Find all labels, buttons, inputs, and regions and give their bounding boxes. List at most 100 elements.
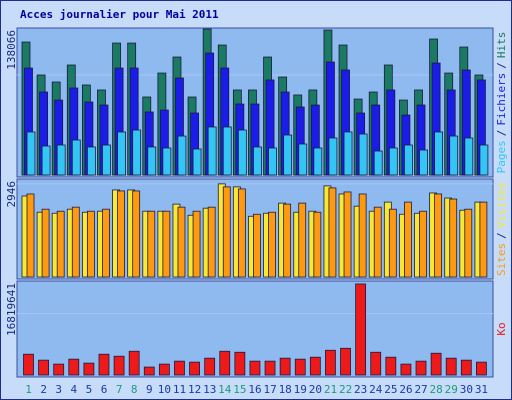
x-tick-label: 27 (414, 383, 427, 396)
x-tick-label: 15 (233, 383, 246, 396)
x-tick-label: 9 (146, 383, 153, 396)
bar (26, 193, 35, 278)
legend-entry: Hits (495, 32, 508, 59)
x-tick-label: 5 (86, 383, 93, 396)
x-tick-label: 30 (460, 383, 473, 396)
bar (237, 129, 247, 176)
bar (189, 361, 200, 376)
bar (415, 360, 427, 376)
bar (279, 357, 291, 376)
bar (464, 137, 474, 176)
legend: Ko (495, 322, 508, 335)
legend: Sites / Visites (495, 182, 508, 276)
bar (147, 146, 157, 176)
bar (419, 210, 427, 278)
bar (113, 355, 125, 376)
bar (373, 206, 382, 278)
bar (419, 149, 428, 176)
bar (143, 366, 155, 376)
x-tick-label: 23 (354, 383, 367, 396)
bar (38, 359, 49, 376)
bar (222, 186, 231, 278)
bar (41, 145, 51, 176)
bar (268, 147, 277, 176)
y-tick-label: 138066 (5, 30, 18, 70)
x-tick-label: 1 (25, 383, 32, 396)
bar (358, 133, 368, 176)
bar (434, 131, 444, 176)
bar (56, 144, 66, 176)
bar (449, 198, 458, 278)
x-tick-label: 6 (101, 383, 108, 396)
bar (177, 135, 187, 176)
legend-entry: Sites (495, 243, 508, 276)
x-tick-label: 18 (279, 383, 292, 396)
bar (162, 210, 171, 278)
bar (264, 360, 276, 376)
y-tick-label: 2946 (5, 181, 18, 208)
bar (404, 144, 413, 176)
bar (174, 360, 185, 376)
x-tick-label: 31 (475, 383, 488, 396)
bar (355, 283, 367, 376)
bar (464, 208, 473, 278)
bar (117, 190, 125, 278)
bar (404, 201, 412, 278)
x-tick-label: 10 (158, 383, 171, 396)
x-tick-label: 11 (173, 383, 186, 396)
x-tick-label: 21 (324, 383, 337, 396)
bar (222, 126, 232, 176)
bar (204, 357, 216, 376)
bar (434, 193, 443, 278)
bar (207, 126, 217, 176)
bar (343, 131, 353, 176)
x-tick-label: 2 (40, 383, 47, 396)
bar (249, 360, 261, 376)
x-tick-label: 22 (339, 383, 352, 396)
bar (237, 188, 246, 278)
x-tick-label: 12 (188, 383, 201, 396)
bar (86, 146, 96, 176)
x-tick-label: 20 (309, 383, 322, 396)
bar (298, 202, 307, 278)
legend-entry: Ko (495, 322, 508, 335)
bar (207, 206, 216, 278)
bar (158, 363, 170, 376)
legend: Pages / Fichiers / Hits (495, 32, 508, 174)
bar (388, 147, 398, 176)
bar (234, 351, 246, 376)
x-tick-label: 14 (218, 383, 232, 396)
bar (313, 211, 322, 278)
x-tick-label: 7 (116, 383, 123, 396)
bar (283, 134, 293, 176)
bar (309, 356, 321, 376)
bar (192, 148, 202, 176)
bar (283, 203, 292, 278)
bar (370, 351, 382, 376)
bar (162, 147, 172, 176)
bar (132, 129, 142, 176)
bar (328, 187, 337, 278)
x-tick-label: 28 (430, 383, 443, 396)
bar (298, 143, 308, 176)
bar (56, 210, 65, 278)
bar (476, 361, 487, 376)
bar (325, 349, 336, 376)
bar (313, 147, 323, 176)
bar (343, 191, 352, 278)
bar (430, 352, 442, 376)
x-tick-label: 26 (399, 383, 412, 396)
bar (479, 201, 488, 278)
bar (294, 358, 306, 376)
x-tick-label: 29 (445, 383, 458, 396)
x-tick-label: 4 (71, 383, 78, 396)
bar (460, 359, 472, 376)
bar (147, 210, 156, 278)
x-tick-label: 3 (55, 383, 62, 396)
bar (358, 193, 367, 278)
x-tick-label: 16 (248, 383, 261, 396)
legend-separator: / (495, 62, 508, 69)
bar (102, 144, 111, 176)
bar (71, 206, 80, 278)
bar (53, 363, 65, 376)
